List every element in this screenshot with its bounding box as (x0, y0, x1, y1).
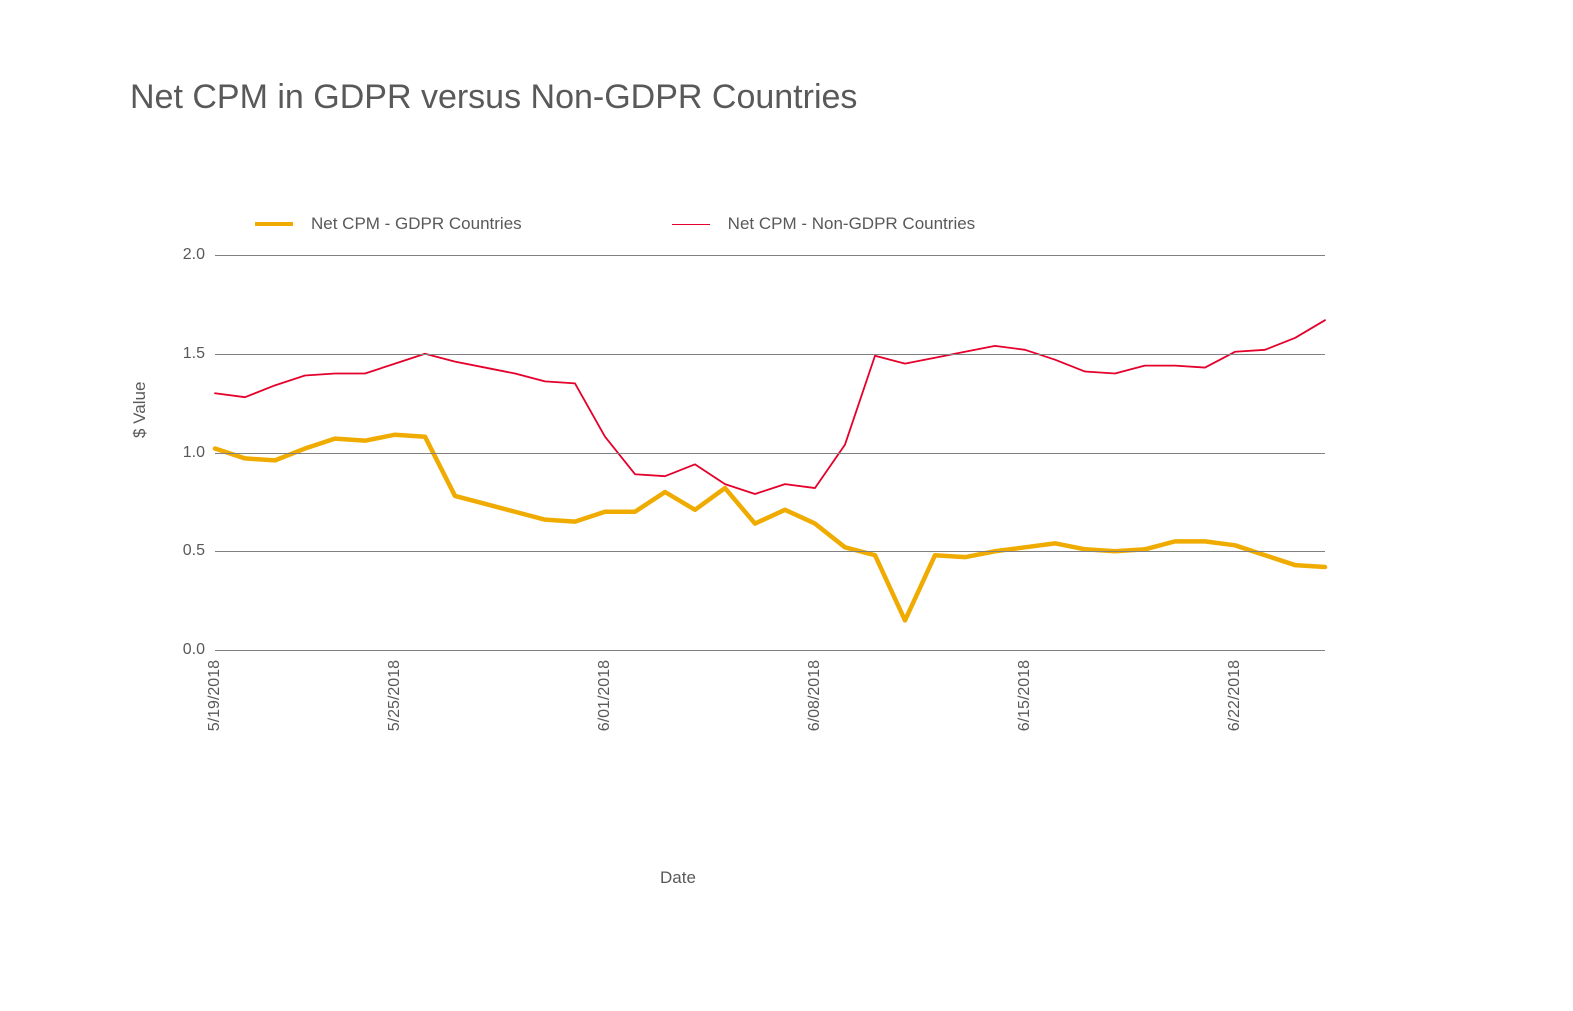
chart-title: Net CPM in GDPR versus Non-GDPR Countrie… (130, 78, 857, 117)
gridline (215, 453, 1325, 454)
x-axis-label: Date (660, 868, 696, 888)
y-tick-label: 1.5 (183, 345, 205, 363)
x-tick-label: 5/19/2018 (206, 660, 224, 731)
legend-label: Net CPM - Non-GDPR Countries (728, 214, 976, 234)
legend-swatch (255, 222, 293, 226)
x-tick-label: 6/22/2018 (1226, 660, 1244, 731)
chart-container: Net CPM in GDPR versus Non-GDPR Countrie… (0, 0, 1573, 1011)
legend-label: Net CPM - GDPR Countries (311, 214, 522, 234)
series-line (215, 435, 1325, 621)
y-tick-label: 2.0 (183, 246, 205, 264)
x-tick-label: 5/25/2018 (386, 660, 404, 731)
gridline (215, 650, 1325, 651)
gridline (215, 551, 1325, 552)
legend-item-gdpr: Net CPM - GDPR Countries (255, 214, 522, 234)
x-tick-label: 6/15/2018 (1016, 660, 1034, 731)
legend-swatch (672, 224, 710, 225)
legend-item-nongdpr: Net CPM - Non-GDPR Countries (672, 214, 976, 234)
x-tick-label: 6/01/2018 (596, 660, 614, 731)
x-tick-label: 6/08/2018 (806, 660, 824, 731)
plot-area: 0.00.51.01.52.05/19/20185/25/20186/01/20… (215, 255, 1325, 650)
legend: Net CPM - GDPR Countries Net CPM - Non-G… (255, 214, 975, 234)
gridline (215, 255, 1325, 256)
y-tick-label: 0.0 (183, 641, 205, 659)
gridline (215, 354, 1325, 355)
y-tick-label: 1.0 (183, 444, 205, 462)
y-tick-label: 0.5 (183, 542, 205, 560)
series-line (215, 320, 1325, 494)
y-axis-label: $ Value (130, 382, 150, 438)
